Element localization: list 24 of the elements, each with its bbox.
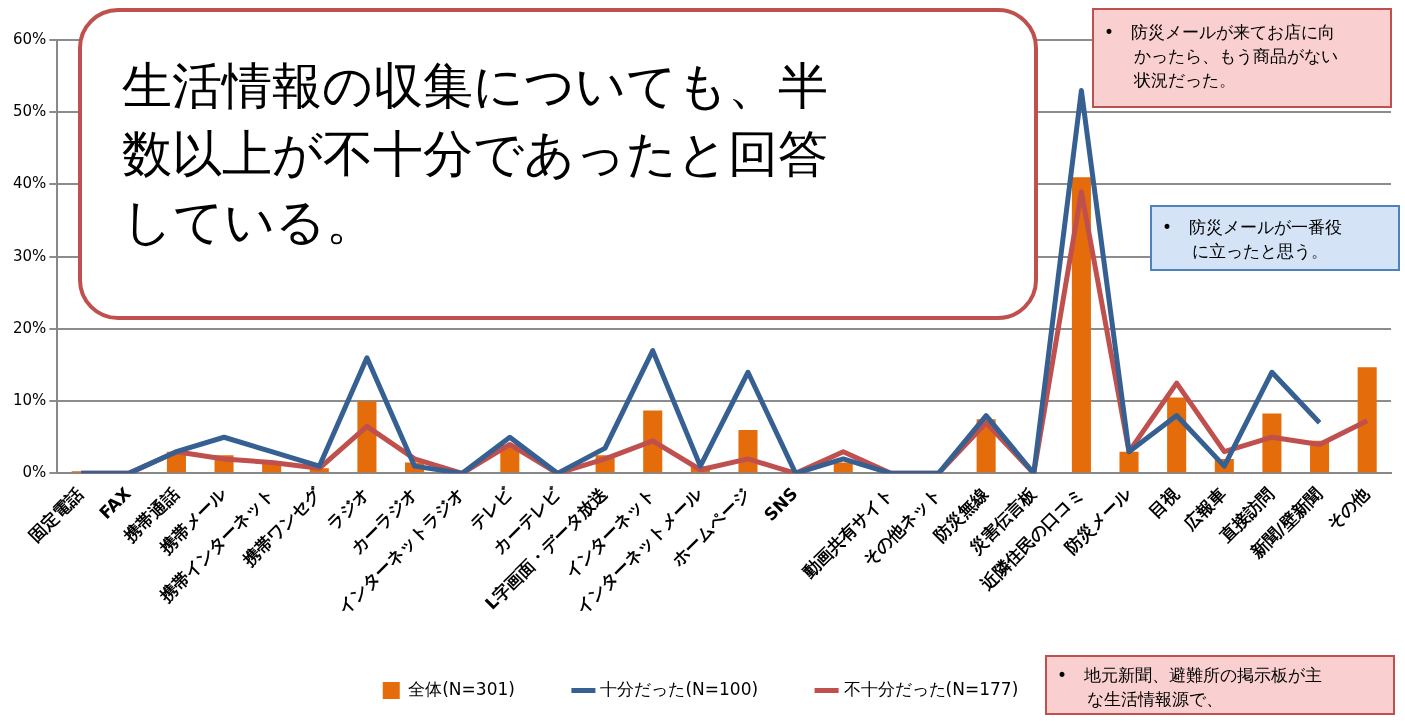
bar	[1071, 177, 1091, 473]
legend-label: 不十分だった(N=177)	[843, 678, 1019, 699]
x-tick-label: 固定電話	[24, 483, 88, 546]
speech-bubble: • 防災メールが来てお店に向かったら、もう商品がない状況だった。	[1092, 8, 1392, 108]
y-tick-label: 20%	[13, 318, 47, 337]
annotation: 生活情報の収集についても、半数以上が不十分であったと回答している。	[122, 56, 829, 253]
annotation: • 防災メールが一番役に立ったと思う。	[1162, 216, 1344, 263]
y-tick-label: 50%	[13, 102, 47, 121]
legend-label: 全体(N=301)	[408, 678, 515, 699]
x-tick-label: 目視	[1144, 483, 1183, 522]
annotation: • 防災メールが来てお店に向かったら、もう商品がない状況だった。	[1104, 21, 1339, 92]
y-tick-label: 0%	[22, 463, 47, 482]
legend-label: 十分だった(N=100)	[600, 678, 759, 699]
y-tick-label: 60%	[13, 29, 47, 48]
y-tick-label: 10%	[13, 391, 47, 410]
speech-bubble: 生活情報の収集についても、半数以上が不十分であったと回答している。	[78, 8, 1038, 320]
bar	[1119, 451, 1139, 473]
bar	[1357, 367, 1377, 473]
speech-bubble: • 地元新聞、避難所の掲示板が主な生活情報源で、	[1045, 655, 1395, 715]
bar	[1262, 413, 1282, 473]
y-tick-label: 30%	[13, 246, 47, 265]
speech-bubble: • 防災メールが一番役に立ったと思う。	[1150, 205, 1400, 271]
bar	[357, 401, 377, 473]
y-tick-label: 40%	[13, 174, 47, 193]
